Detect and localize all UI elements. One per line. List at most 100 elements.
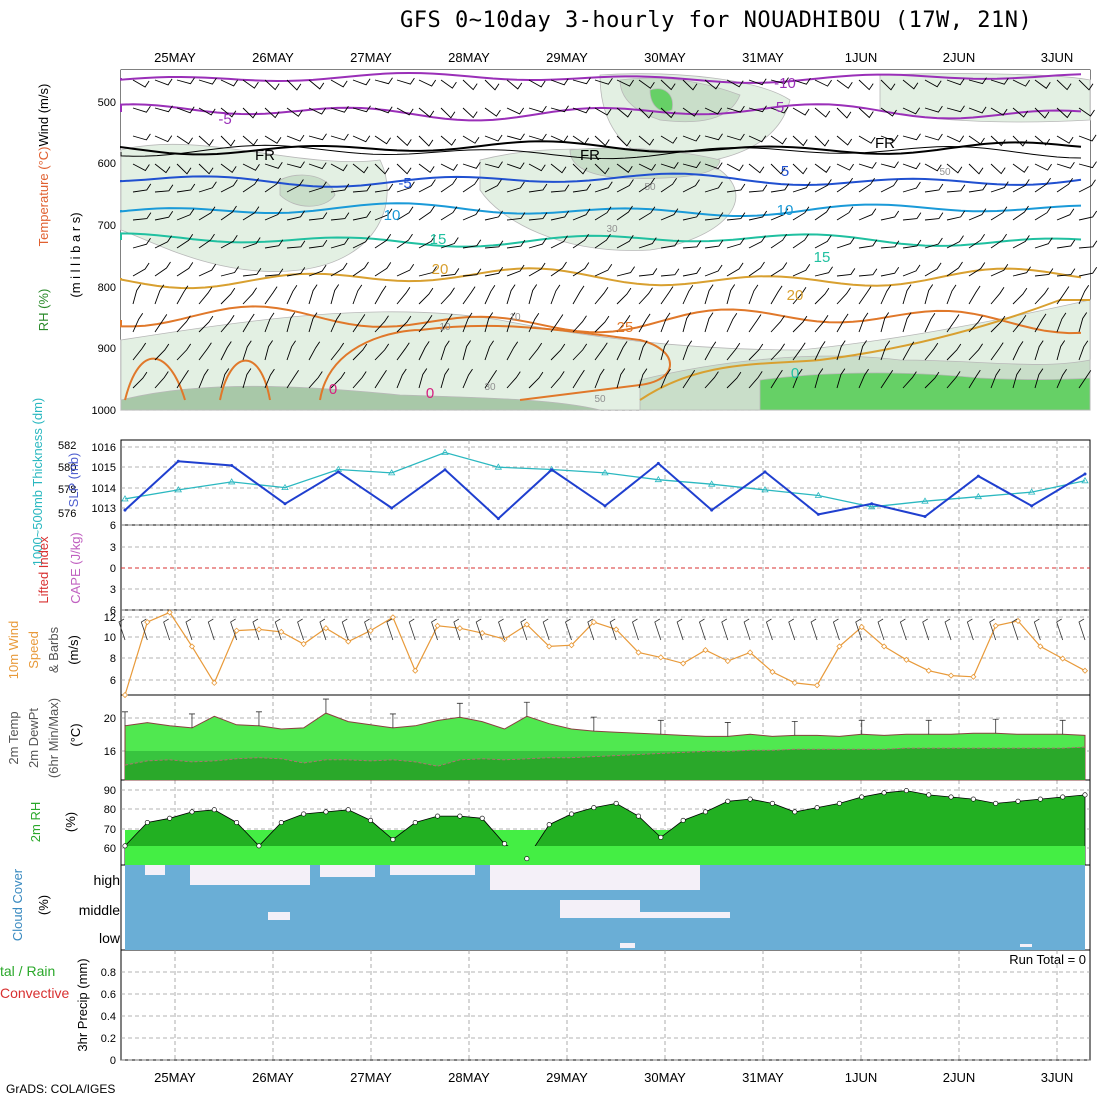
- wind-barb: [132, 371, 148, 389]
- wind-barb: [286, 267, 306, 277]
- wind-barb: [880, 210, 900, 221]
- wind-barb: [594, 107, 612, 116]
- wind-barb: [198, 181, 217, 193]
- rh-point: [859, 794, 865, 800]
- wind-barb: [990, 342, 1004, 361]
- rh-point: [792, 809, 798, 815]
- wind-barb: [1034, 79, 1051, 89]
- wind-barb: [1034, 163, 1052, 171]
- thickness-tick: 580: [58, 462, 76, 474]
- wind-barb: [990, 368, 1001, 389]
- wind-barb: [484, 370, 497, 389]
- wind-barb: [924, 79, 942, 88]
- wind-barb: [946, 371, 961, 389]
- wind-barb: [462, 268, 482, 277]
- date-label-bottom: 1JUN: [845, 1070, 878, 1085]
- wind-barb: [220, 79, 239, 87]
- wind-barb: [858, 239, 878, 249]
- wind-barb: [352, 314, 366, 333]
- wind-barb: [748, 371, 763, 389]
- date-label-top: 1JUN: [845, 50, 878, 65]
- surface-wind-barb: [721, 618, 729, 641]
- slp-tick: 1013: [92, 503, 116, 515]
- wind-barb: [528, 284, 538, 305]
- wind-barb: [880, 179, 898, 193]
- wind-barb: [550, 163, 567, 174]
- wind-barb: [506, 284, 516, 305]
- wind-barb: [264, 162, 283, 169]
- wind-barb: [242, 79, 259, 89]
- wind-barb: [682, 267, 702, 277]
- temperature-contour-0: [120, 71, 1082, 84]
- wind-barb: [308, 107, 327, 115]
- wind-barb: [528, 212, 548, 221]
- wind-barb: [242, 163, 260, 171]
- wind-barb: [616, 266, 635, 277]
- wind-barb: [330, 342, 345, 361]
- wind-barb: [594, 233, 611, 249]
- date-label-top: 3JUN: [1041, 50, 1074, 65]
- wind-barb: [616, 341, 628, 361]
- rh-contour-label: 10: [509, 312, 521, 323]
- wind-barb: [946, 184, 966, 193]
- wind-barb: [836, 268, 856, 277]
- thickness-point: [494, 463, 503, 470]
- surface-wind-barb: [565, 618, 572, 641]
- surface-wind-barb: [855, 618, 863, 641]
- wind-barb: [858, 107, 874, 119]
- precip-tick: 0.6: [101, 989, 116, 1001]
- wind-barb: [176, 208, 195, 221]
- wind-barb: [220, 205, 237, 221]
- wind-barb: [880, 266, 900, 277]
- wind-barb: [286, 161, 305, 169]
- wind-barb: [660, 340, 669, 361]
- pressure-tick: 900: [98, 343, 116, 355]
- wind-barb: [396, 135, 412, 147]
- wind-barb: [902, 212, 922, 221]
- rh-contour-label: 50: [594, 394, 606, 405]
- rh-point: [814, 805, 820, 811]
- wind-barb: [814, 79, 832, 87]
- wind-barb: [462, 286, 476, 305]
- wind-barb: [220, 107, 237, 118]
- cloud-level-label-high: high: [94, 872, 120, 888]
- wind-barb: [880, 340, 891, 361]
- wind-barb: [198, 107, 216, 116]
- date-label-bottom: 27MAY: [350, 1070, 392, 1085]
- wind-barb: [660, 312, 671, 333]
- wind-barb: [198, 286, 213, 305]
- temperature-tick: 16: [104, 746, 116, 758]
- wind-barb: [176, 183, 196, 193]
- wind-barb: [946, 314, 960, 333]
- thickness-tick: 578: [58, 484, 76, 496]
- wind-barb: [352, 235, 370, 249]
- wind-barb: [1012, 79, 1030, 87]
- rh-point: [390, 836, 396, 842]
- wind-barb: [198, 135, 214, 147]
- wind-barb: [616, 315, 631, 333]
- wind-speed-point: [367, 627, 374, 634]
- rh-shading-9: [279, 174, 336, 207]
- surface-wind-barb: [810, 618, 818, 641]
- surface-wind-barb: [1033, 618, 1041, 641]
- surface-wind-barb: [364, 618, 371, 641]
- wind-barb: [660, 286, 674, 305]
- wind-barb: [154, 78, 173, 86]
- wind-barb: [176, 77, 195, 85]
- label-precip-unit: 3hr Precip (mm): [75, 958, 90, 1051]
- wind-barb: [836, 163, 854, 171]
- wind-barb: [594, 368, 605, 389]
- wind-barb: [528, 183, 548, 193]
- wind-barb: [396, 233, 413, 249]
- wind-barb: [858, 135, 876, 144]
- wind-barb: [968, 315, 983, 333]
- wind-barb: [132, 262, 150, 277]
- wind-barb: [418, 287, 434, 305]
- wind-barb: [924, 237, 943, 249]
- wind-barb: [330, 183, 350, 193]
- wind-barb: [374, 315, 389, 333]
- wind-barb: [286, 210, 305, 221]
- wind-barb: [418, 79, 437, 87]
- wind-barb: [572, 369, 585, 389]
- rh-point: [1037, 796, 1043, 802]
